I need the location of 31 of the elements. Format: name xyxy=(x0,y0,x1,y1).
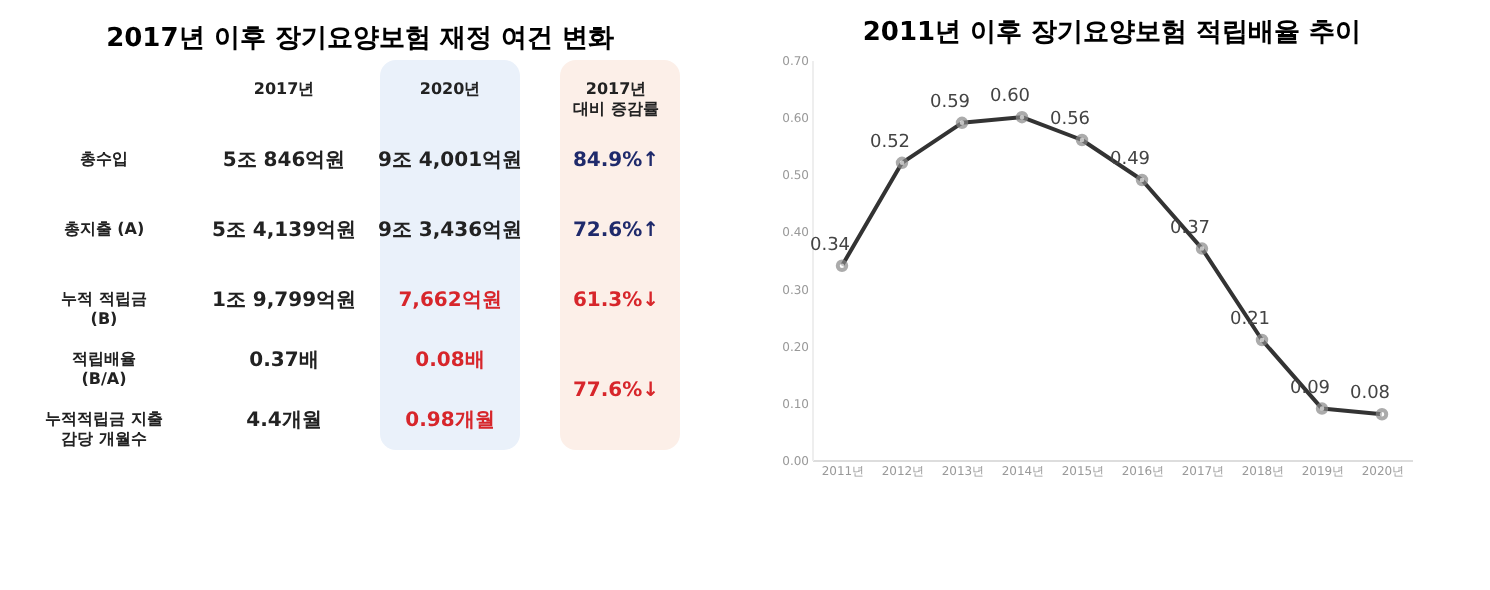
text: 7,662억원 xyxy=(398,290,502,312)
text: 9조 3,436억원 xyxy=(377,220,523,242)
text: 2017년 xyxy=(253,80,315,98)
text: 누적적립금 지출 감당 개월수 xyxy=(45,410,163,448)
text: 누적 적립금 (B) xyxy=(61,290,147,328)
text: 2017년 이후 장기요양보험 재정 여건 변화 xyxy=(106,24,614,54)
text: 61.3%↓ xyxy=(572,290,660,312)
text: 0.08배 xyxy=(415,350,485,372)
text: 5조 846억원 xyxy=(222,150,346,172)
data-label: 0.08 xyxy=(1349,384,1391,405)
data-label: 0.34 xyxy=(809,235,851,256)
text: 0.37배 xyxy=(249,350,319,372)
text: 1조 9,799억원 xyxy=(211,290,357,312)
text: 5조 4,139억원 xyxy=(211,220,357,242)
text: 84.9%↑ xyxy=(572,150,660,172)
text: 4.4개월 xyxy=(246,410,322,432)
data-label: 0.52 xyxy=(869,132,911,153)
text: 총지출 (A) xyxy=(63,220,145,238)
text: 적립배율 (B/A) xyxy=(72,350,136,388)
text: 총수입 xyxy=(80,150,128,168)
data-label: 0.60 xyxy=(989,87,1031,108)
data-label: 0.49 xyxy=(1109,150,1151,170)
chart-title: 2011년 이후 장기요양보험 적립배율 추이 xyxy=(862,18,1362,48)
text: 2020년 xyxy=(419,80,481,98)
data-label: 0.59 xyxy=(929,92,971,113)
text: 77.6%↓ xyxy=(572,380,660,402)
text: 72.6%↑ xyxy=(572,220,660,242)
text: 0.98개월 xyxy=(405,410,495,432)
data-label: 0.56 xyxy=(1049,110,1091,130)
text: 2017년 대비 증감률 xyxy=(573,80,659,118)
text: 9조 4,001억원 xyxy=(377,150,523,172)
